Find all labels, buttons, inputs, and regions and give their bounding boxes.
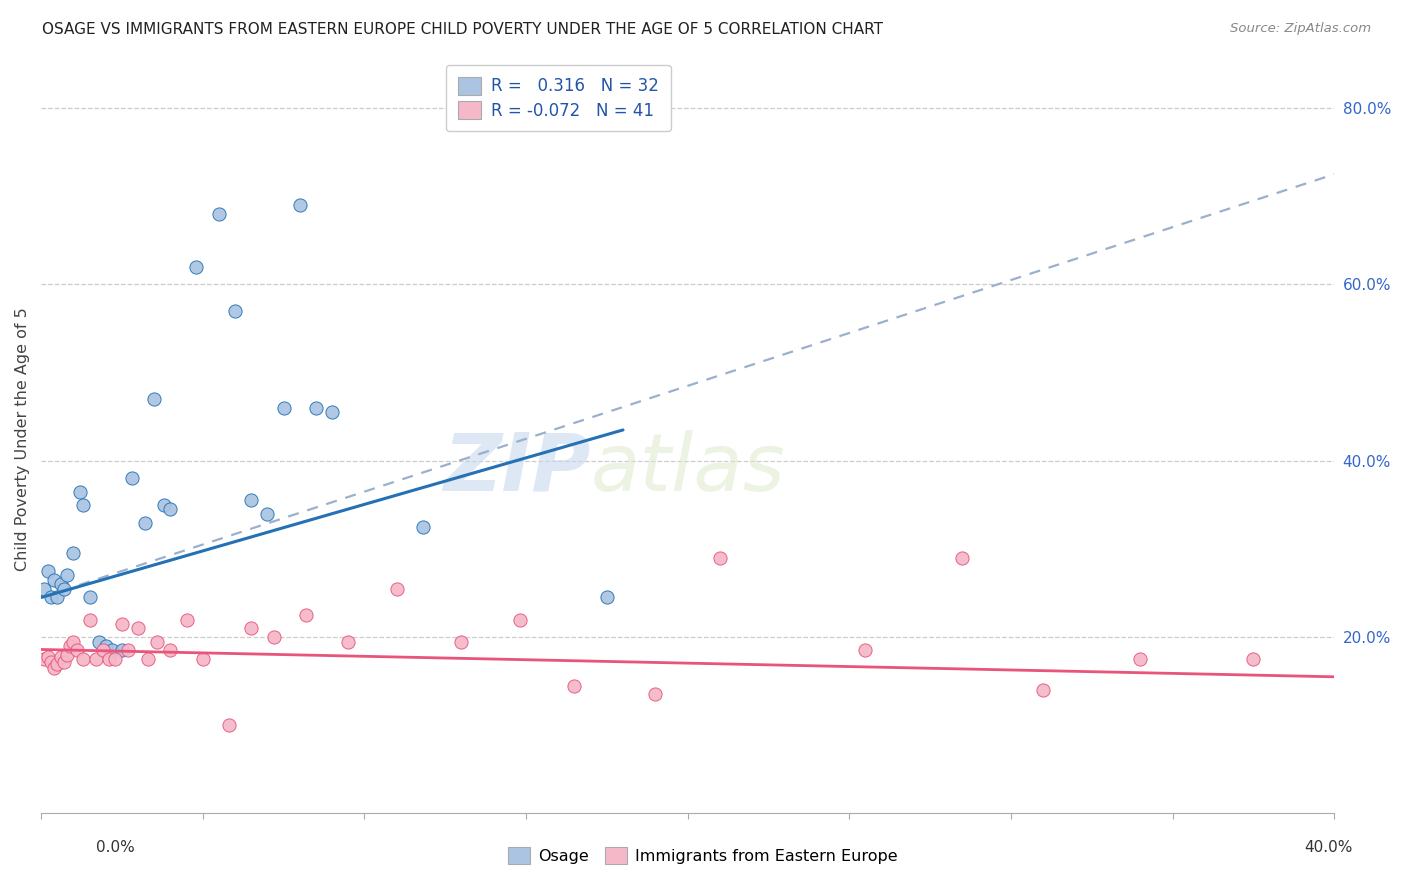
Point [117,643,139,657]
Point [98,652,121,666]
Point [191,652,214,666]
Point [69,484,91,499]
Text: Source: ZipAtlas.com: Source: ZipAtlas.com [1230,22,1371,36]
Point [450,634,472,648]
Point [34,652,56,666]
Point [134,516,156,530]
Point [34,582,56,596]
Point [79,591,101,605]
Point [111,616,134,631]
Point [1129,652,1152,666]
Point [127,621,149,635]
Point [39,591,62,605]
Point [321,405,343,419]
Point [111,643,134,657]
Point [46,657,69,671]
Point [273,401,295,415]
Point [159,643,181,657]
Point [855,643,877,657]
Point [186,260,208,274]
Point [240,621,263,635]
Point [49,649,72,664]
Point [263,630,285,644]
Text: OSAGE VS IMMIGRANTS FROM EASTERN EUROPE CHILD POVERTY UNDER THE AGE OF 5 CORRELA: OSAGE VS IMMIGRANTS FROM EASTERN EUROPE … [42,22,883,37]
Text: atlas: atlas [591,430,786,508]
Point [256,507,278,521]
Point [52,582,75,596]
Point [509,613,531,627]
Text: 0.0%: 0.0% [96,840,135,855]
Point [218,718,240,732]
Point [596,591,619,605]
Point [224,304,246,318]
Point [91,643,114,657]
Point [72,652,94,666]
Point [709,550,731,565]
Point [56,648,79,662]
Point [159,502,181,516]
Point [146,634,169,648]
Legend: Osage, Immigrants from Eastern Europe: Osage, Immigrants from Eastern Europe [502,840,904,871]
Point [42,661,65,675]
Point [288,198,311,212]
Point [52,655,75,669]
Point [208,207,231,221]
Point [136,652,159,666]
Point [240,493,263,508]
Point [1241,652,1264,666]
Point [66,643,89,657]
Point [143,392,166,406]
Point [39,655,62,669]
Point [295,608,318,623]
Point [42,573,65,587]
Point [644,688,666,702]
Point [94,639,117,653]
Point [59,639,82,653]
Point [952,550,974,565]
Point [37,564,59,578]
Point [101,643,124,657]
Point [337,634,360,648]
Y-axis label: Child Poverty Under the Age of 5: Child Poverty Under the Age of 5 [15,307,30,571]
Point [84,652,107,666]
Point [72,498,94,512]
Point [564,679,586,693]
Point [56,568,79,582]
Point [1032,683,1054,698]
Point [89,634,111,648]
Point [62,634,84,648]
Point [153,498,176,512]
Point [62,546,84,560]
Point [176,613,198,627]
Point [412,520,434,534]
Point [385,582,408,596]
Text: ZIP: ZIP [443,430,591,508]
Legend: R =   0.316   N = 32, R = -0.072   N = 41: R = 0.316 N = 32, R = -0.072 N = 41 [446,65,671,131]
Point [37,649,59,664]
Point [305,401,328,415]
Point [79,613,101,627]
Point [46,591,69,605]
Point [104,652,127,666]
Text: 40.0%: 40.0% [1305,840,1353,855]
Point [49,577,72,591]
Point [121,471,143,485]
